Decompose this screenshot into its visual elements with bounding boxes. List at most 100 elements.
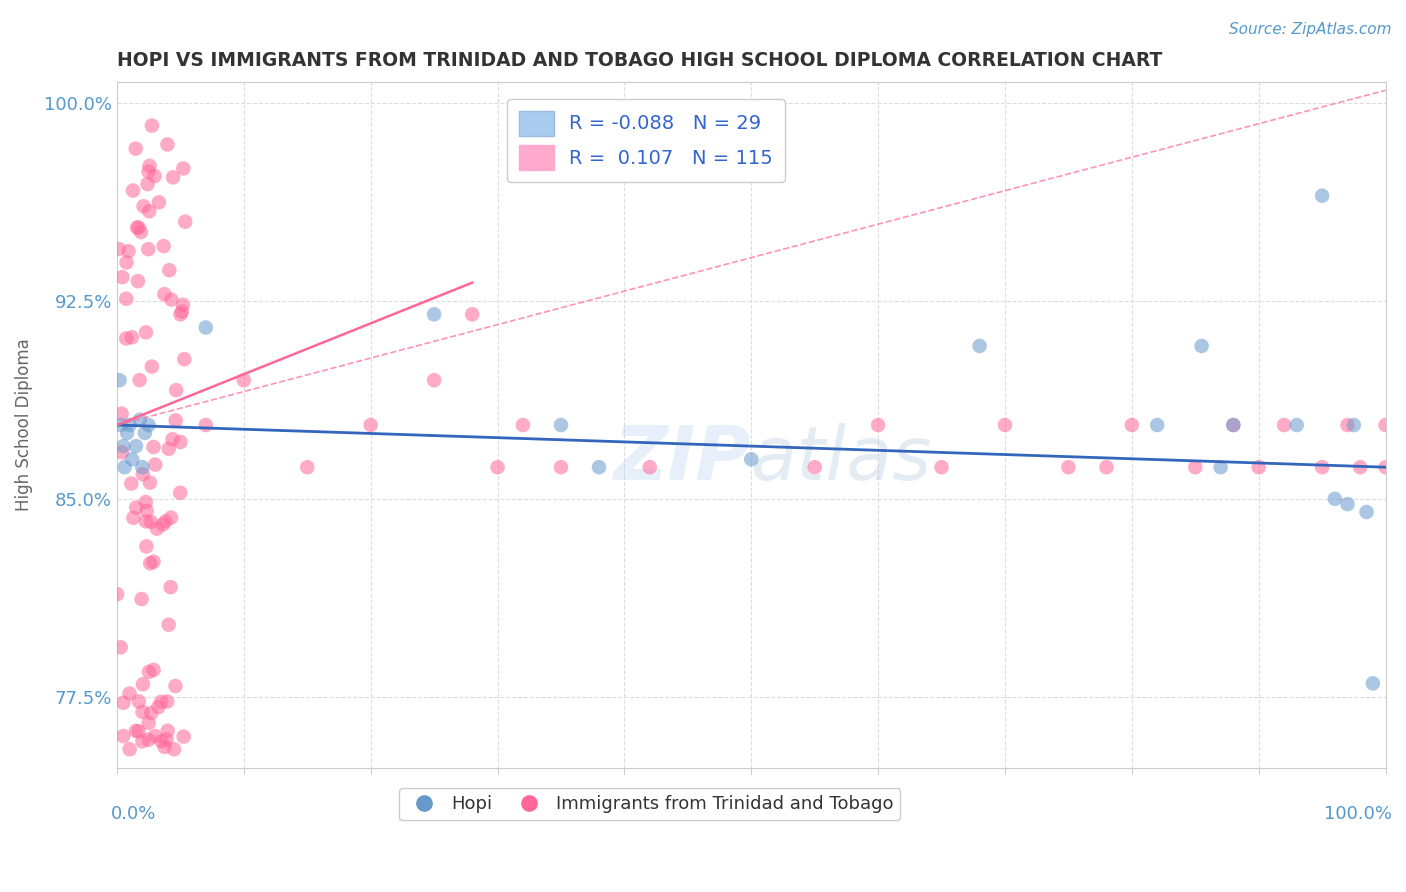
Point [157, 442, 180, 456]
Point [125, 142, 148, 156]
Point [486, 460, 509, 475]
Point [169, 307, 191, 321]
Point [360, 417, 382, 432]
Point [152, 239, 174, 253]
Point [105, 587, 128, 601]
Point [146, 522, 169, 536]
Point [1355, 505, 1378, 519]
Point [994, 417, 1017, 432]
Point [111, 270, 134, 285]
Point [165, 679, 187, 693]
Point [297, 460, 319, 475]
Point [135, 504, 157, 518]
Point [1374, 417, 1396, 432]
Point [135, 540, 157, 554]
Point [142, 555, 165, 569]
Point [1222, 417, 1244, 432]
Point [1146, 417, 1168, 432]
Point [138, 204, 160, 219]
Point [131, 460, 153, 475]
Point [135, 495, 157, 509]
Point [156, 694, 179, 708]
Point [110, 640, 132, 655]
Point [169, 485, 191, 500]
Point [588, 460, 610, 475]
Text: 0.0%: 0.0% [111, 805, 156, 823]
Point [1310, 460, 1333, 475]
Point [131, 705, 153, 719]
Point [128, 373, 150, 387]
Point [132, 677, 155, 691]
Point [114, 460, 136, 475]
Point [142, 440, 165, 454]
Point [125, 220, 148, 235]
Point [423, 307, 446, 321]
Point [165, 383, 187, 397]
Point [1361, 676, 1384, 690]
Point [141, 359, 163, 374]
Point [136, 177, 159, 191]
Point [423, 373, 446, 387]
Point [115, 425, 138, 440]
Point [148, 195, 170, 210]
Point [118, 742, 141, 756]
Point [868, 417, 890, 432]
Point [108, 373, 131, 387]
Point [1310, 188, 1333, 202]
Point [150, 734, 173, 748]
Point [125, 439, 148, 453]
Point [141, 706, 163, 720]
Point [139, 475, 162, 490]
Point [162, 170, 184, 185]
Text: atlas: atlas [751, 424, 932, 495]
Point [173, 730, 195, 744]
Point [1121, 417, 1143, 432]
Point [1191, 339, 1213, 353]
Legend: Hopi, Immigrants from Trinidad and Tobago: Hopi, Immigrants from Trinidad and Tobag… [399, 788, 900, 821]
Point [155, 732, 177, 747]
Point [157, 617, 180, 632]
Point [122, 184, 145, 198]
Point [118, 687, 141, 701]
Point [156, 723, 179, 738]
Point [232, 373, 254, 387]
Point [152, 517, 174, 532]
Point [131, 734, 153, 748]
Point [512, 417, 534, 432]
Point [128, 724, 150, 739]
Point [132, 467, 155, 482]
Point [118, 417, 141, 432]
Point [125, 500, 148, 515]
Point [115, 292, 138, 306]
Point [111, 445, 134, 459]
Point [127, 274, 149, 288]
Point [115, 331, 138, 345]
Point [969, 339, 991, 353]
Point [138, 159, 160, 173]
Point [1209, 460, 1232, 475]
Point [1272, 417, 1295, 432]
Point [136, 242, 159, 256]
Point [128, 413, 150, 427]
Point [138, 417, 160, 432]
Point [194, 320, 217, 334]
Point [170, 304, 193, 318]
Point [150, 695, 173, 709]
Point [174, 215, 197, 229]
Point [1095, 460, 1118, 475]
Point [112, 729, 135, 743]
Point [1057, 460, 1080, 475]
Point [550, 460, 572, 475]
Point [160, 510, 183, 524]
Point [139, 557, 162, 571]
Point [638, 460, 661, 475]
Point [740, 452, 762, 467]
Point [162, 432, 184, 446]
Point [160, 293, 183, 307]
Point [163, 742, 186, 756]
Point [1323, 491, 1346, 506]
Text: HOPI VS IMMIGRANTS FROM TRINIDAD AND TOBAGO HIGH SCHOOL DIPLOMA CORRELATION CHAR: HOPI VS IMMIGRANTS FROM TRINIDAD AND TOB… [117, 51, 1163, 70]
Point [1336, 497, 1358, 511]
Point [132, 199, 155, 213]
Point [931, 460, 953, 475]
